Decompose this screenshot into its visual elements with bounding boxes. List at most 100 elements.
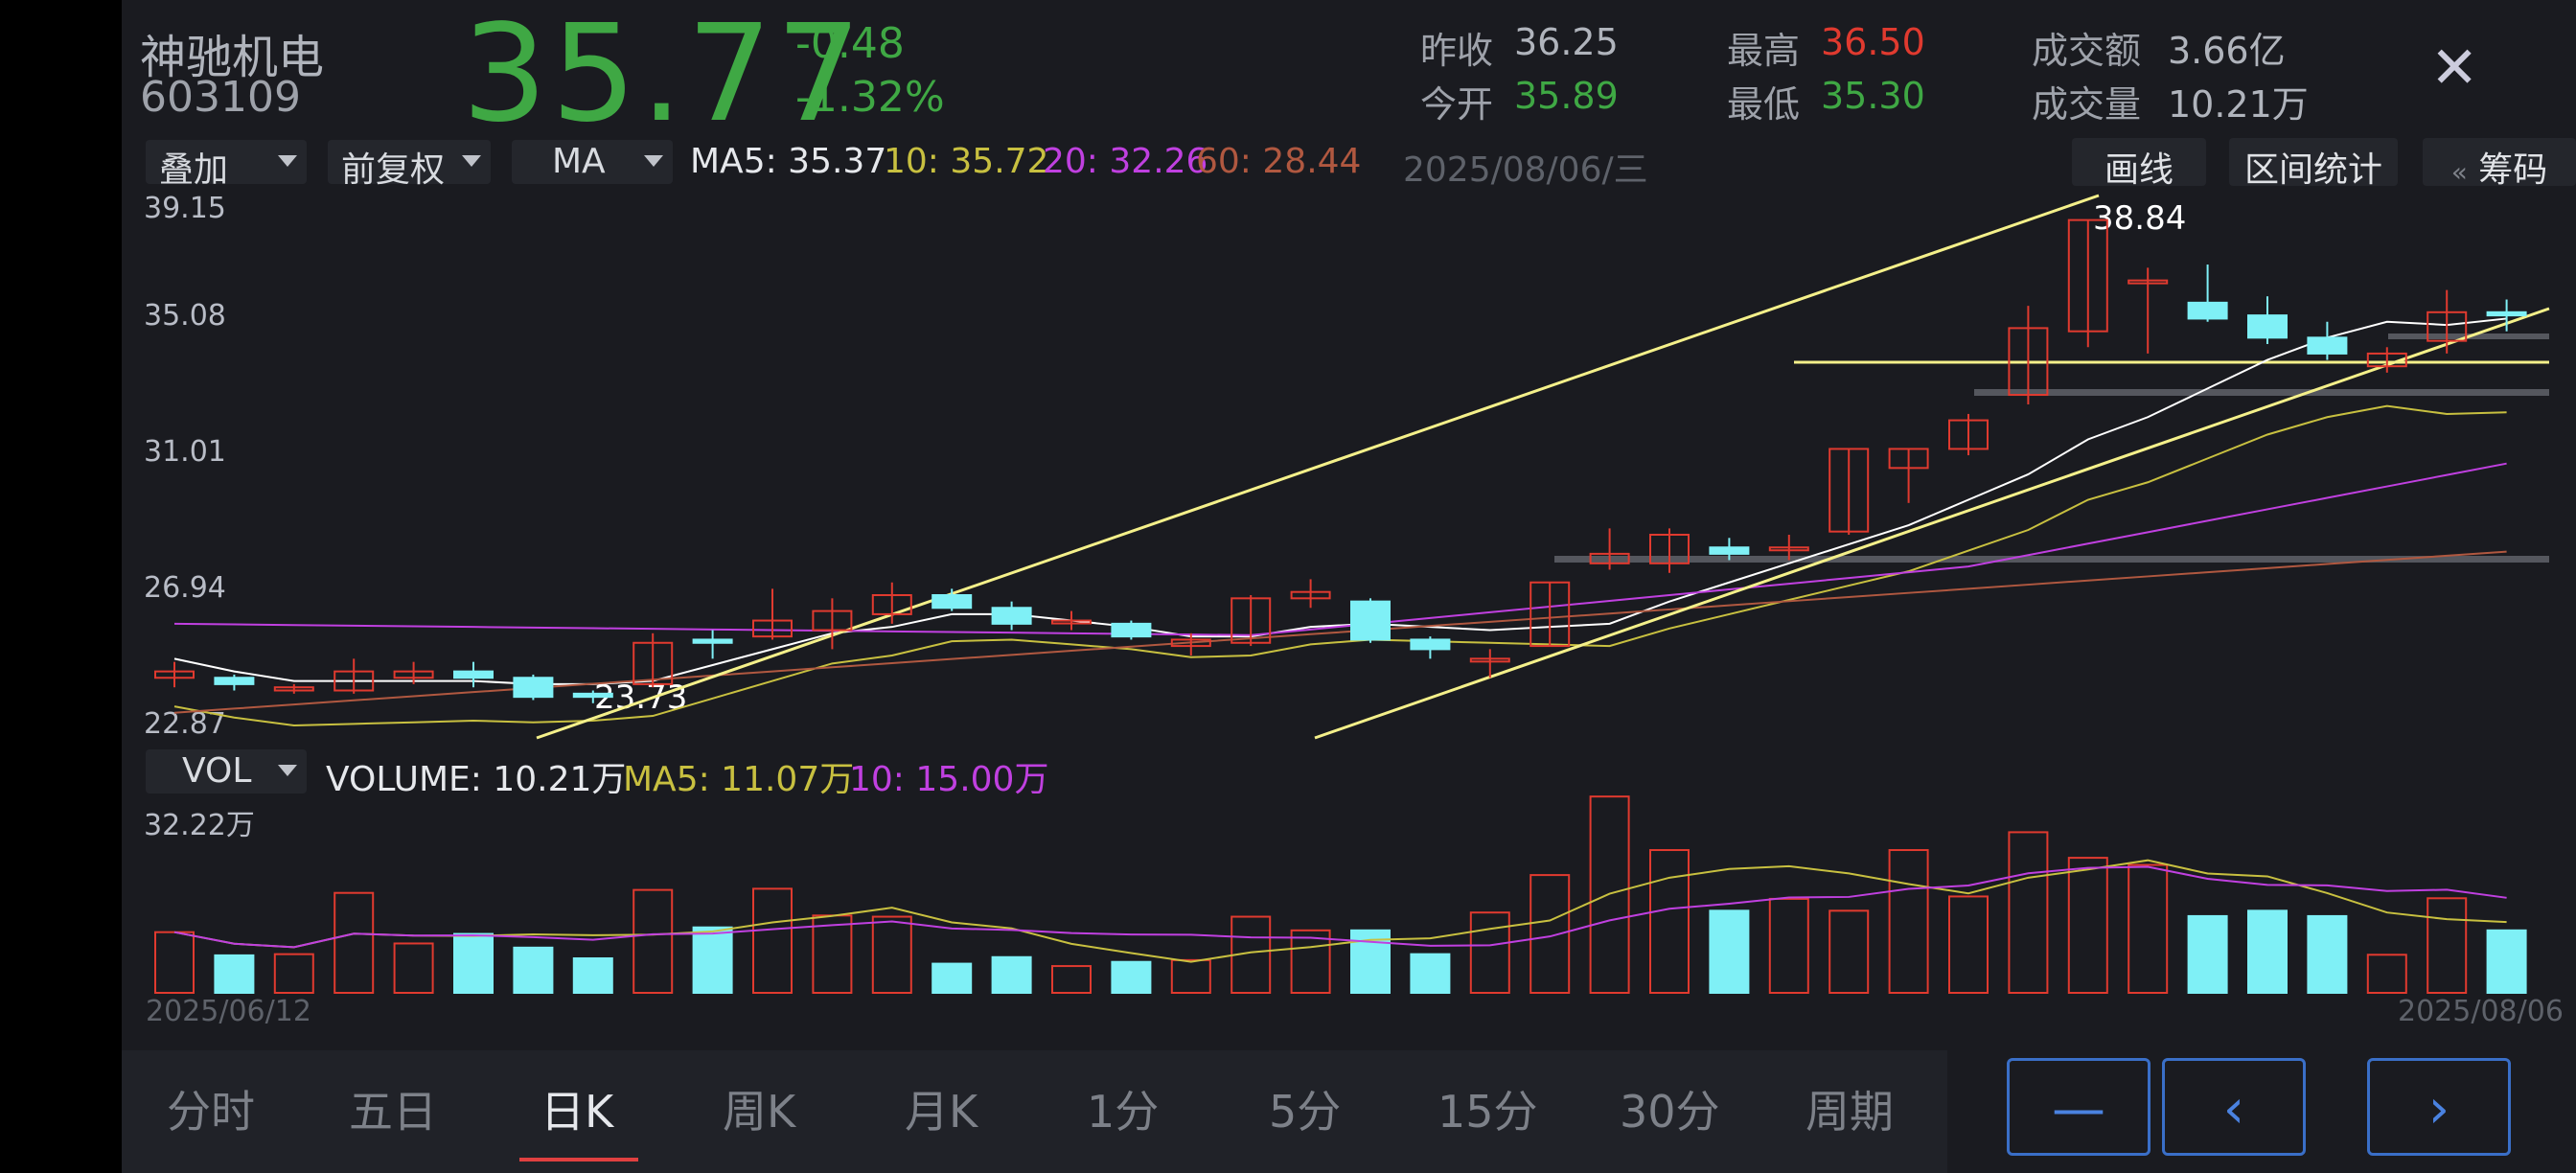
volume-label: 成交量 bbox=[2032, 83, 2142, 126]
cursor-date: 2025/08/06/三 bbox=[1403, 150, 1648, 190]
high-label: 最高 bbox=[1727, 30, 1801, 72]
candle-body bbox=[1051, 619, 1092, 625]
tab-weekly-k[interactable]: 周K bbox=[723, 1086, 796, 1138]
start-date: 2025/06/12 bbox=[146, 995, 311, 1028]
candle-body bbox=[154, 670, 195, 679]
volume-bar bbox=[1170, 958, 1211, 995]
volume-bar bbox=[2486, 929, 2527, 995]
candle-body bbox=[1350, 600, 1391, 641]
ma20-legend: 20: 32.26 bbox=[1043, 142, 1208, 181]
volume-bar bbox=[1649, 849, 1690, 995]
stock-code: 603109 bbox=[140, 73, 301, 122]
candle-body bbox=[2067, 218, 2108, 333]
candle-body bbox=[2128, 279, 2169, 285]
volume-bar bbox=[273, 953, 314, 995]
chevron-down-icon bbox=[278, 765, 297, 776]
low-label: 最低 bbox=[1727, 83, 1801, 126]
adjust-dropdown[interactable]: 前复权 bbox=[328, 140, 491, 190]
price-axis-label: 39.15 bbox=[144, 192, 226, 225]
amount-label: 成交额 bbox=[2032, 30, 2142, 72]
candle-body bbox=[1888, 448, 1929, 470]
price-change: -0.48 bbox=[795, 19, 905, 68]
zoom-out-button[interactable]: — bbox=[2007, 1058, 2150, 1156]
prev-close-value: 36.25 bbox=[1514, 21, 1619, 63]
volume-bar bbox=[2187, 914, 2228, 995]
chips-button[interactable]: « 筹码 bbox=[2423, 138, 2576, 190]
active-tab-indicator bbox=[519, 1158, 638, 1162]
volume-bar bbox=[1290, 929, 1331, 995]
tab-30min[interactable]: 30分 bbox=[1620, 1086, 1720, 1138]
indicator-label: MA bbox=[552, 142, 606, 181]
end-date: 2025/08/06 bbox=[2398, 995, 2564, 1028]
vol-ma10-line bbox=[173, 865, 2507, 949]
candle-body bbox=[2426, 310, 2468, 342]
tab-5min[interactable]: 5分 bbox=[1269, 1086, 1342, 1138]
candle-body bbox=[2486, 310, 2527, 317]
tab-daily-k[interactable]: 日K bbox=[540, 1086, 614, 1138]
volume-bar bbox=[453, 932, 494, 994]
volume-bar bbox=[334, 891, 375, 994]
level-bar bbox=[1554, 556, 2549, 563]
vol-dropdown[interactable]: VOL bbox=[146, 749, 307, 794]
prev-close-label: 昨收 bbox=[1420, 30, 1494, 72]
tab-1min[interactable]: 1分 bbox=[1087, 1086, 1160, 1138]
tab-five-day[interactable]: 五日 bbox=[349, 1086, 437, 1138]
volume-bar bbox=[2426, 897, 2468, 994]
candle-body bbox=[1948, 419, 1989, 450]
candle-body bbox=[334, 670, 375, 692]
draw-line-button[interactable]: 画线 bbox=[2072, 138, 2206, 190]
chevron-down-icon bbox=[462, 155, 481, 167]
level-bar bbox=[1974, 389, 2549, 396]
volume-legend: VOLUME: 10.21万 bbox=[326, 760, 627, 799]
adjust-label: 前复权 bbox=[341, 150, 446, 190]
price-change-pct: -1.32% bbox=[795, 73, 945, 122]
next-button[interactable]: › bbox=[2367, 1058, 2511, 1156]
volume-bar bbox=[1948, 895, 1989, 995]
volume-bar bbox=[2067, 857, 2108, 995]
candle-body bbox=[513, 677, 554, 699]
tab-monthly-k[interactable]: 月K bbox=[905, 1086, 978, 1138]
low-value: 35.30 bbox=[1821, 75, 1925, 117]
volume-bar bbox=[1589, 795, 1630, 994]
tab-intraday[interactable]: 分时 bbox=[167, 1086, 255, 1138]
ma10-legend: 10: 35.72 bbox=[884, 142, 1049, 181]
candle-body bbox=[871, 594, 912, 615]
ma20-line bbox=[173, 462, 2507, 636]
ma5-line bbox=[173, 317, 2507, 685]
tab-15min[interactable]: 15分 bbox=[1438, 1086, 1538, 1138]
volume-bar bbox=[991, 955, 1032, 994]
candle-body bbox=[2307, 336, 2348, 355]
volume-bar bbox=[2128, 863, 2169, 995]
current-price: 35.77 bbox=[462, 0, 865, 152]
open-value: 35.89 bbox=[1514, 75, 1619, 117]
candle-body bbox=[1709, 546, 1750, 555]
tab-period[interactable]: 周期 bbox=[1806, 1086, 1894, 1138]
candle-body bbox=[2008, 327, 2049, 397]
volume-bar bbox=[154, 931, 195, 995]
trend-line bbox=[1314, 307, 2550, 740]
candle-body bbox=[1290, 590, 1331, 600]
volume-bar bbox=[932, 962, 973, 994]
chevron-right-icon: › bbox=[2427, 1078, 2450, 1140]
volume-bar bbox=[1709, 909, 1750, 995]
price-axis-label: 35.08 bbox=[144, 299, 226, 333]
overlay-dropdown[interactable]: 叠加 bbox=[146, 140, 307, 190]
volume-bar bbox=[1111, 960, 1152, 995]
ma60-legend: 60: 28.44 bbox=[1196, 142, 1362, 181]
chips-label: 筹码 bbox=[2478, 150, 2548, 190]
range-stats-button[interactable]: 区间统计 bbox=[2229, 138, 2398, 190]
prev-button[interactable]: ‹ bbox=[2162, 1058, 2306, 1156]
vol-ma10-legend: 10: 15.00万 bbox=[849, 760, 1049, 799]
candle-body bbox=[1230, 597, 1272, 644]
indicator-dropdown[interactable]: MA bbox=[512, 140, 673, 184]
chevron-down-icon bbox=[278, 155, 297, 167]
candle-body bbox=[1530, 581, 1571, 648]
volume-bar bbox=[1530, 874, 1571, 994]
candle-body bbox=[1589, 552, 1630, 564]
vol-ma5-legend: MA5: 11.07万 bbox=[623, 760, 855, 799]
close-icon[interactable]: ✕ bbox=[2430, 34, 2479, 102]
volume-bar bbox=[812, 914, 853, 995]
candle-body bbox=[1649, 533, 1690, 564]
candle-body bbox=[1111, 622, 1152, 638]
